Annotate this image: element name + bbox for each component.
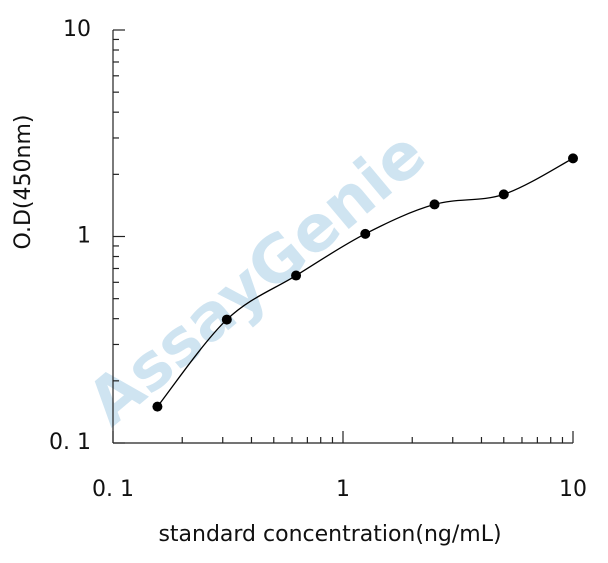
x-axis-label: standard concentration(ng/mL) [158,522,501,547]
data-point [291,270,302,281]
data-point [498,189,509,200]
watermark: AssayGenie [74,117,440,441]
y-tick-label: 1 [77,224,91,249]
data-point [360,228,371,239]
x-tick-label: 10 [559,477,587,502]
data-point [221,314,232,325]
data-point [429,199,440,210]
data-point [152,401,163,412]
x-tick-label: 0. 1 [92,477,134,502]
y-tick-label: 0. 1 [49,430,91,455]
y-axis-label: O.D(450nm) [11,115,36,250]
x-tick-label: 1 [336,477,350,502]
y-tick-label: 10 [63,17,91,42]
data-point [568,153,578,164]
